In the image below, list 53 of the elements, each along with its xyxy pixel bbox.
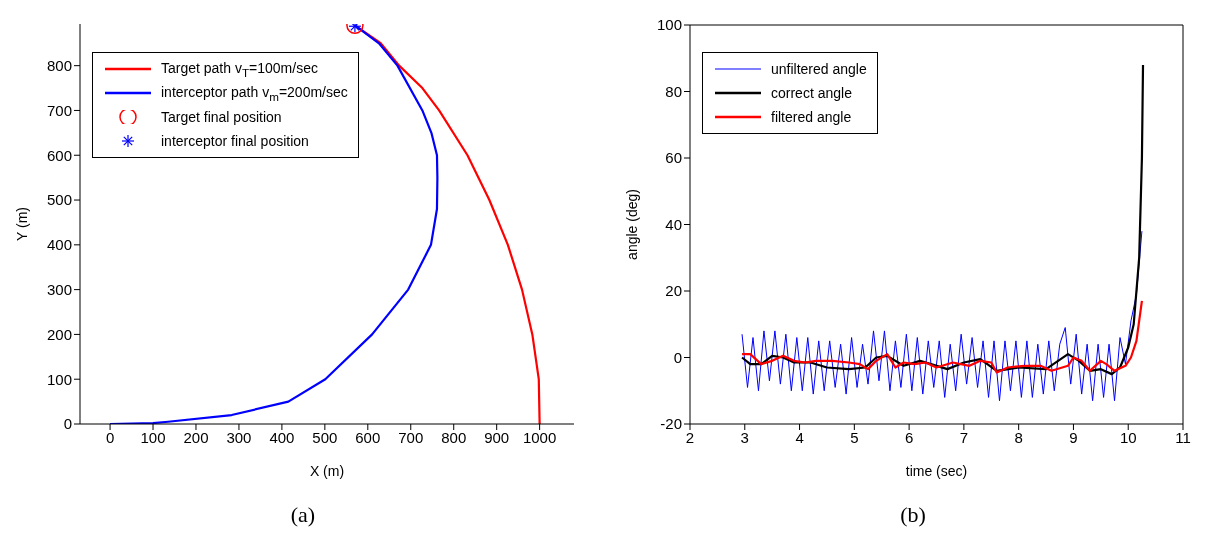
y-tick-label: 800 [46, 56, 72, 74]
y-tick-label: 600 [46, 146, 72, 164]
y-tick-label: 60 [665, 149, 682, 167]
y-tick-label: 0 [673, 348, 682, 366]
y-axis-title: angle (deg) [623, 189, 640, 260]
y-tick-label: 40 [665, 215, 682, 233]
text: (a) [289, 502, 317, 528]
legend-label: correct angle [771, 85, 852, 101]
x-tick-label: 11 [1175, 428, 1191, 446]
y-tick-label: 500 [46, 191, 72, 209]
line-series [741, 230, 1143, 402]
y-tick-label: -20 [660, 415, 682, 433]
y-tick-label: 400 [46, 236, 72, 254]
x-tick-label: 200 [183, 428, 209, 446]
x-tick-label: 600 [355, 428, 381, 446]
legend-label: unfiltered angle [771, 61, 867, 77]
y-axis-title: Y (m) [13, 207, 30, 241]
line-series [740, 299, 1144, 374]
x-axis-title: time (sec) [905, 463, 968, 479]
x-tick-label: 10 [1119, 428, 1137, 446]
x-tick-label: 4 [795, 428, 804, 446]
y-tick-label: 100 [656, 16, 682, 34]
x-tick-label: 400 [269, 428, 295, 446]
x-tick-label: 800 [441, 428, 467, 446]
x-axis-title: X (m) [309, 463, 345, 479]
legend-label: Target path v$_{T}$=100m/sec [161, 59, 318, 79]
y-tick-label: 200 [46, 325, 72, 343]
x-tick-label: 6 [904, 428, 914, 446]
x-tick-label: 100 [140, 428, 166, 446]
y-tick-label: 0 [63, 415, 72, 433]
y-tick-label: 300 [46, 280, 72, 298]
y-tick-label: 700 [46, 101, 72, 119]
legend-label: filtered angle [771, 109, 852, 125]
x-tick-label: 500 [312, 428, 338, 446]
line-series [740, 63, 1145, 376]
x-tick-label: 8 [1014, 428, 1023, 446]
legend-label: Target final position [161, 109, 282, 125]
legend-label: interceptor path v$_{m}$=200m/sec [161, 83, 348, 103]
x-tick-label: 7 [959, 428, 969, 446]
x-tick-label: 700 [398, 428, 424, 446]
text: (b) [899, 502, 927, 528]
x-tick-label: 1000 [522, 428, 557, 446]
x-tick-label: 9 [1069, 428, 1078, 446]
y-tick-label: 100 [46, 370, 72, 388]
x-tick-label: 2 [685, 428, 695, 446]
x-tick-label: 0 [105, 428, 115, 446]
y-tick-label: 20 [665, 282, 682, 300]
x-tick-label: 3 [740, 428, 749, 446]
x-tick-label: 5 [850, 428, 859, 446]
x-tick-label: 300 [226, 428, 252, 446]
x-tick-label: 900 [484, 428, 510, 446]
legend-label: interceptor final position [161, 133, 309, 149]
y-tick-label: 80 [665, 82, 682, 100]
